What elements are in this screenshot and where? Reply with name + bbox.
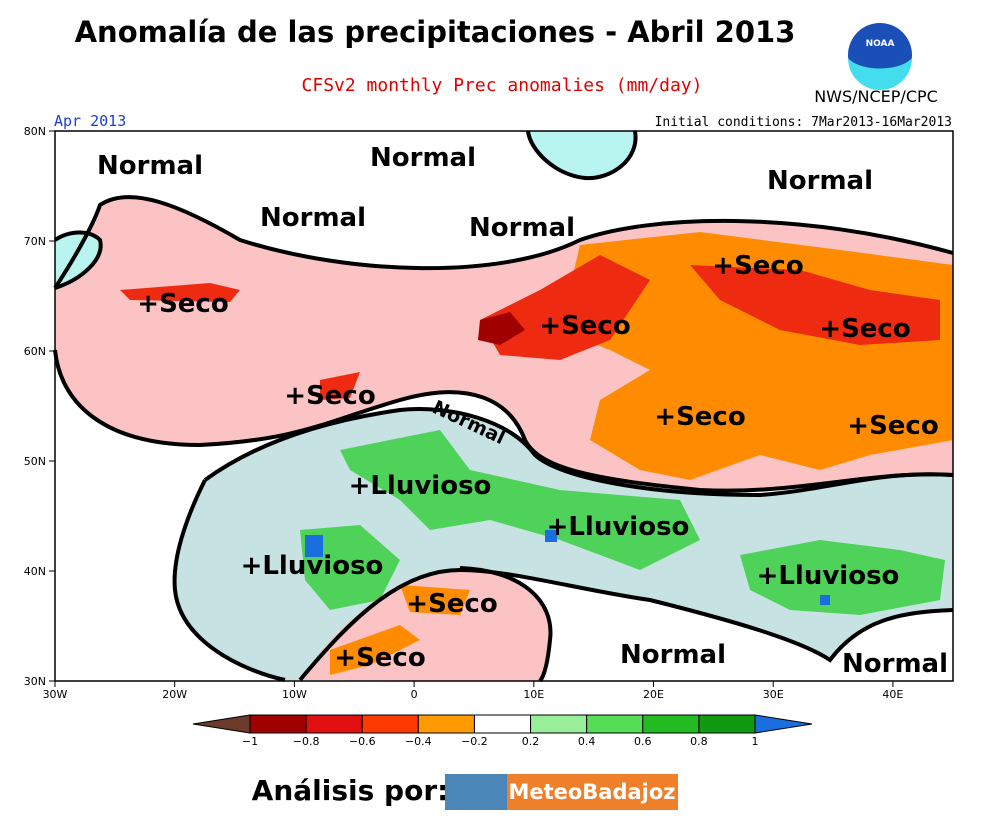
- agency: NWS/NCEP/CPC: [814, 87, 938, 106]
- brand: MeteoBadajoz: [508, 780, 675, 804]
- colorbar-bin: [530, 714, 588, 734]
- colorbar-bin: [305, 714, 363, 734]
- colorbar-label: −1: [242, 735, 258, 748]
- subtitle: CFSv2 monthly Prec anomalies (mm/day): [302, 75, 703, 96]
- colorbar: −1 −0.8 −0.6 −0.4 −0.2 0.2 0.4 0.6 0.8 1: [192, 714, 813, 748]
- region-label: +Seco: [539, 311, 630, 341]
- colorbar-label: 0.2: [522, 735, 540, 748]
- region-label: +Lluvioso: [757, 561, 900, 591]
- lon-label: 10W: [282, 688, 307, 701]
- colorbar-label: 1: [752, 735, 759, 748]
- region-label: +Seco: [819, 314, 910, 344]
- brand-box: [507, 774, 678, 810]
- region-label: +Lluvioso: [349, 471, 492, 501]
- colorbar-label: 0.4: [578, 735, 596, 748]
- region-label: +Lluvioso: [547, 512, 690, 542]
- region-label: Normal: [620, 640, 726, 670]
- lat-label: 60N: [24, 345, 46, 358]
- map: [53, 130, 954, 683]
- region-label: +Seco: [406, 589, 497, 619]
- colorbar-label: −0.6: [349, 735, 376, 748]
- colorbar-bin: [642, 714, 700, 734]
- region-label: Normal: [842, 649, 948, 679]
- colorbar-label: 0.8: [690, 735, 708, 748]
- region-label: +Seco: [847, 411, 938, 441]
- region-label: Normal: [260, 203, 366, 233]
- colorbar-label: −0.8: [293, 735, 320, 748]
- footer-label: Análisis por:: [252, 774, 449, 807]
- noaa-logo: NOAA: [848, 23, 912, 90]
- lon-label: 30E: [763, 688, 784, 701]
- logo-text: NOAA: [866, 39, 895, 49]
- colorbar-bin: [361, 714, 419, 734]
- lon-label: 30W: [43, 688, 68, 701]
- lat-label: 50N: [24, 455, 46, 468]
- lon-label: 40E: [882, 688, 903, 701]
- period: Apr 2013: [54, 112, 126, 130]
- region-label: +Seco: [137, 289, 228, 319]
- title: Anomalía de las precipitaciones - Abril …: [75, 15, 796, 49]
- region-label: +Seco: [284, 381, 375, 411]
- region-label: Normal: [767, 166, 873, 196]
- region-label: Normal: [97, 151, 203, 181]
- region-label: +Lluvioso: [241, 551, 384, 581]
- lon-label: 20E: [643, 688, 664, 701]
- lon-label: 20W: [162, 688, 187, 701]
- colorbar-label: −0.4: [405, 735, 432, 748]
- lat-label: 70N: [24, 235, 46, 248]
- colorbar-bin: [249, 714, 307, 734]
- lat-label: 80N: [24, 125, 46, 138]
- colorbar-bin: [417, 714, 475, 734]
- colorbar-bin: [473, 714, 532, 734]
- lat-label: 30N: [24, 675, 46, 688]
- region-label: Normal: [370, 143, 476, 173]
- lon-label: 0: [411, 688, 418, 701]
- colorbar-bin: [698, 714, 756, 734]
- colorbar-over: [754, 714, 813, 734]
- colorbar-label: −0.2: [461, 735, 488, 748]
- lon-label: 10E: [523, 688, 544, 701]
- initial-conditions: Initial conditions: 7Mar2013-16Mar2013: [655, 115, 952, 130]
- region-label: +Seco: [334, 643, 425, 673]
- region-label: +Seco: [712, 251, 803, 281]
- brand-image: [445, 774, 507, 810]
- lat-label: 40N: [24, 565, 46, 578]
- colorbar-bin: [586, 714, 644, 734]
- colorbar-under: [192, 714, 251, 734]
- region-label: Normal: [469, 213, 575, 243]
- colorbar-label: 0.6: [634, 735, 652, 748]
- region-label: +Seco: [654, 402, 745, 432]
